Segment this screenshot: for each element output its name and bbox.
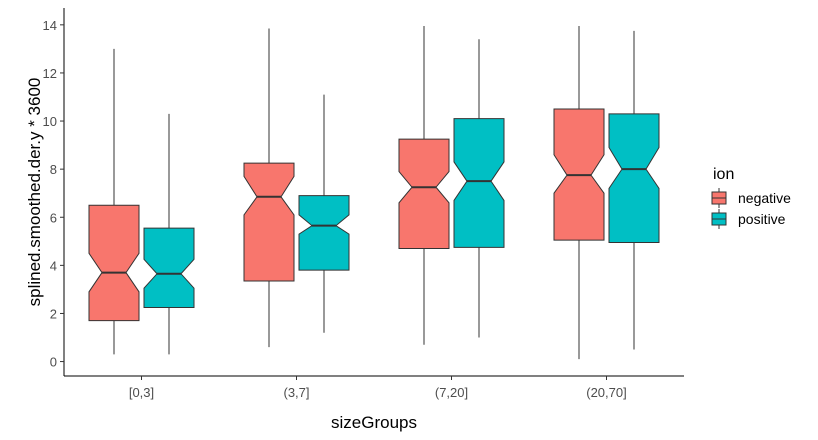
y-tick-label: 8: [50, 162, 57, 177]
box-body: [88, 204, 140, 322]
box-positive-2: [453, 39, 505, 338]
legend-key-negative: [711, 188, 727, 208]
box-negative-0: [88, 48, 140, 355]
box-body: [608, 113, 660, 244]
legend-label: positive: [738, 211, 786, 227]
x-tick-label: (20,70]: [586, 385, 626, 400]
y-tick-label: 10: [43, 114, 57, 129]
plot-area: [88, 26, 660, 360]
y-axis-title: splined.smoothed.der.y * 3600: [25, 78, 44, 307]
y-tick-label: 12: [43, 66, 57, 81]
box-negative-1: [243, 28, 295, 348]
box-body: [453, 118, 505, 248]
box-positive-3: [608, 30, 660, 350]
y-tick-label: 4: [50, 258, 57, 273]
box-body: [398, 138, 450, 250]
x-tick-label: (7,20]: [435, 385, 468, 400]
box-negative-2: [398, 26, 450, 345]
legend-title: ion: [713, 166, 734, 183]
x-tick-label: [0,3]: [129, 385, 154, 400]
box-body: [143, 227, 195, 308]
legend-label: negative: [738, 190, 791, 206]
box-body: [298, 195, 350, 271]
x-axis-title: sizeGroups: [331, 413, 417, 432]
y-tick-label: 0: [50, 355, 57, 370]
box-positive-1: [298, 94, 350, 333]
box-body: [243, 162, 295, 282]
legend-key-positive: [711, 209, 727, 229]
x-tick-label: (3,7]: [283, 385, 309, 400]
box-positive-0: [143, 113, 195, 355]
y-tick-label: 2: [50, 306, 57, 321]
y-tick-label: 14: [43, 18, 57, 33]
box-negative-3: [553, 26, 605, 360]
legend: ion negative positive: [711, 166, 791, 229]
axes: 0 2 4 6 8 10 12 14 [0,3] (3,7] (7,20] (20,70]: [43, 8, 684, 400]
y-tick-label: 6: [50, 210, 57, 225]
